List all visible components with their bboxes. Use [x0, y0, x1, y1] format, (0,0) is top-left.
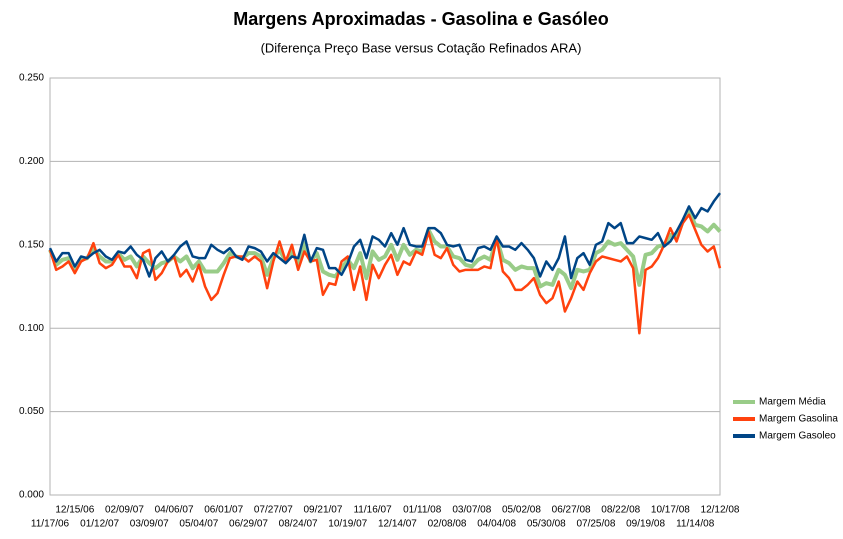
x-tick-label: 06/27/08	[552, 505, 591, 516]
x-tick-label: 06/01/07	[204, 505, 243, 516]
x-tick-label: 02/09/07	[105, 505, 144, 516]
y-tick-label: 0.000	[19, 490, 44, 501]
x-tick-label: 10/17/08	[651, 505, 690, 516]
x-tick-label: 12/14/07	[378, 519, 417, 530]
x-tick-label: 09/21/07	[303, 505, 342, 516]
x-tick-label: 01/11/08	[403, 505, 442, 516]
x-tick-label: 05/04/07	[179, 519, 218, 530]
x-tick-label: 08/22/08	[601, 505, 640, 516]
x-tick-label: 07/25/08	[576, 519, 615, 530]
x-tick-label: 05/02/08	[502, 505, 541, 516]
line-series	[48, 213, 722, 335]
x-tick-label: 05/30/08	[527, 519, 566, 530]
y-tick-label: 0.150	[19, 239, 44, 250]
legend-label: Margem Gasolina	[759, 414, 838, 425]
legend-label: Margem Média	[759, 397, 826, 408]
y-tick-label: 0.050	[19, 406, 44, 417]
y-tick-label: 0.100	[19, 323, 44, 334]
x-tick-label: 12/12/08	[701, 505, 740, 516]
x-tick-label: 06/29/07	[229, 519, 268, 530]
x-tick-label: 03/07/08	[452, 505, 491, 516]
x-tick-label: 10/19/07	[328, 519, 367, 530]
x-tick-label: 12/15/06	[55, 505, 94, 516]
x-tick-label: 11/14/08	[676, 519, 715, 530]
x-tick-label: 01/12/07	[80, 519, 119, 530]
x-tick-label: 04/04/08	[477, 519, 516, 530]
y-tick-label: 0.200	[19, 156, 44, 167]
x-tick-label: 02/08/08	[428, 519, 467, 530]
x-tick-label: 11/16/07	[353, 505, 392, 516]
x-tick-label: 07/27/07	[254, 505, 293, 516]
y-tick-label: 0.250	[19, 73, 44, 84]
line-series	[48, 209, 722, 291]
x-tick-label: 04/06/07	[155, 505, 194, 516]
legend-label: Margem Gasoleo	[759, 431, 836, 442]
chart-subtitle: (Diferença Preço Base versus Cotação Ref…	[261, 40, 582, 55]
chart-title: Margens Aproximadas - Gasolina e Gasóleo	[233, 9, 608, 29]
x-tick-label: 09/19/08	[626, 519, 665, 530]
x-tick-label: 08/24/07	[279, 519, 318, 530]
x-tick-label: 03/09/07	[130, 519, 169, 530]
line-series	[48, 192, 722, 280]
plot-border	[49, 77, 721, 496]
x-tick-label: 11/17/06	[31, 519, 70, 530]
